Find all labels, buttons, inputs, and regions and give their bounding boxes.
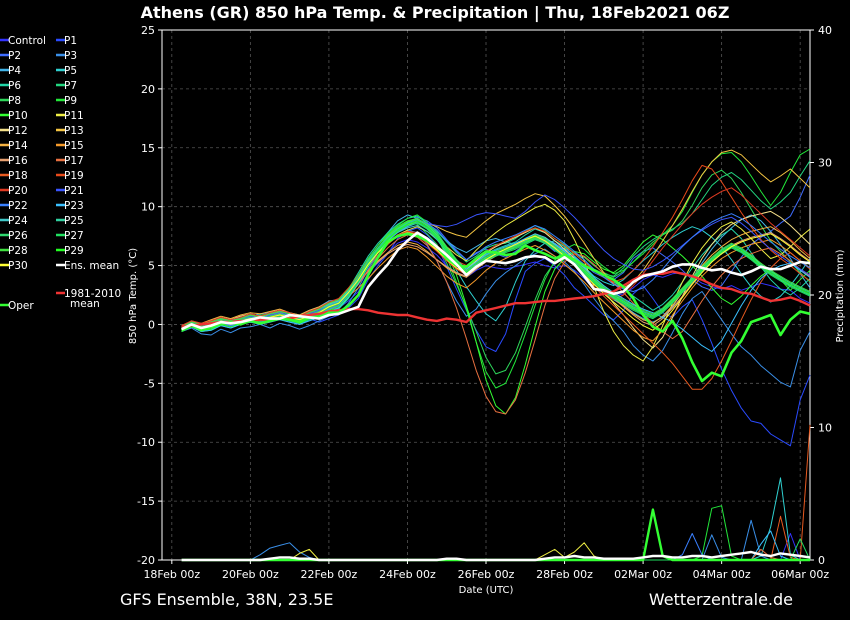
grid-layer (162, 30, 810, 560)
legend-label: P23 (64, 200, 84, 212)
legend-label: P29 (64, 245, 84, 257)
legend-label: P7 (64, 80, 77, 92)
legend-label: P17 (64, 155, 84, 167)
series-layer (180, 148, 811, 447)
precip-layer (181, 424, 811, 562)
legend-label: P20 (8, 185, 28, 197)
y2-tick-label: 40 (818, 24, 832, 37)
legend-label: P30 (8, 260, 28, 272)
legend-label: P15 (64, 140, 84, 152)
legend-label: P19 (64, 170, 84, 182)
legend-label: P18 (8, 170, 28, 182)
x-tick-label: 24Feb 00z (379, 568, 436, 581)
x-tick-label: 02Mar 00z (614, 568, 672, 581)
legend-label: P14 (8, 140, 28, 152)
y-tick-label: 20 (141, 83, 155, 96)
precip-line-ens-mean (181, 550, 811, 562)
legend-label: P26 (8, 230, 28, 242)
legend-label: P3 (64, 50, 77, 62)
legend-label: P10 (8, 110, 28, 122)
legend-label: Oper (8, 300, 34, 312)
legend-label: P24 (8, 215, 28, 227)
chart-title: Athens (GR) 850 hPa Temp. & Precipitatio… (141, 3, 730, 23)
temp-line-p23 (181, 222, 811, 352)
temp-line-ens-mean (181, 231, 811, 331)
legend-label: P6 (8, 80, 21, 92)
legend-label: P16 (8, 155, 28, 167)
legend-label: Control (8, 35, 46, 47)
x-axis-label: Date (UTC) (459, 585, 514, 596)
legend: Control P1 P2 P3 P4 P5 P6 P7 P8 P9 P10 P11 P12 P13 P14… (0, 35, 121, 312)
temp-line-oper (180, 232, 811, 383)
legend-label: P21 (64, 185, 84, 197)
legend-label: P2 (8, 50, 21, 62)
y-tick-label: -15 (137, 495, 155, 508)
legend-label: P4 (8, 65, 21, 77)
y-tick-label: 25 (141, 24, 155, 37)
y-tick-label: -10 (137, 436, 155, 449)
legend-label-line2: mean (70, 298, 100, 310)
y-tick-label: 0 (148, 318, 155, 331)
y2-tick-label: 10 (818, 422, 832, 435)
legend-label: P5 (64, 65, 77, 77)
legend-label: P28 (8, 245, 28, 257)
x-tick-label: 06Mar 00z (771, 568, 829, 581)
y2-axis-label: Precipitation (mm) (835, 249, 846, 342)
legend-label: P13 (64, 125, 84, 137)
legend-label: P9 (64, 95, 77, 107)
temp-line-p21 (181, 194, 811, 329)
legend-label: P1 (64, 35, 77, 47)
x-tick-label: 04Mar 00z (693, 568, 751, 581)
legend-label: P11 (64, 110, 84, 122)
footer-brand: Wetterzentrale.de (649, 590, 793, 609)
legend-label: P8 (8, 95, 21, 107)
x-tick-label: 28Feb 00z (536, 568, 593, 581)
y-tick-label: 10 (141, 201, 155, 214)
y-tick-label: 15 (141, 142, 155, 155)
legend-label: 1981-2010 (64, 288, 121, 300)
y2-tick-label: 0 (818, 554, 825, 567)
y-tick-label: 5 (148, 260, 155, 273)
y-tick-label: -5 (144, 377, 155, 390)
legend-label: P25 (64, 215, 84, 227)
legend-label: P27 (64, 230, 84, 242)
legend-label: P22 (8, 200, 28, 212)
x-tick-label: 18Feb 00z (143, 568, 200, 581)
y-axis-label: 850 hPa Temp. (°C) (128, 248, 139, 344)
legend-label: P12 (8, 125, 28, 137)
y2-tick-label: 20 (818, 289, 832, 302)
x-tick-label: 22Feb 00z (301, 568, 358, 581)
x-tick-label: 26Feb 00z (458, 568, 515, 581)
y2-tick-label: 30 (818, 157, 832, 170)
footer-source: GFS Ensemble, 38N, 23.5E (120, 590, 333, 609)
axes-layer: 25 20 15 10 5 0 -5 -10 -15 -20 40 30 20 10 0 18Feb 00z 2… (137, 24, 832, 581)
legend-label: Ens. mean (64, 260, 119, 272)
y-tick-label: -20 (137, 554, 155, 567)
x-tick-label: 20Feb 00z (222, 568, 279, 581)
